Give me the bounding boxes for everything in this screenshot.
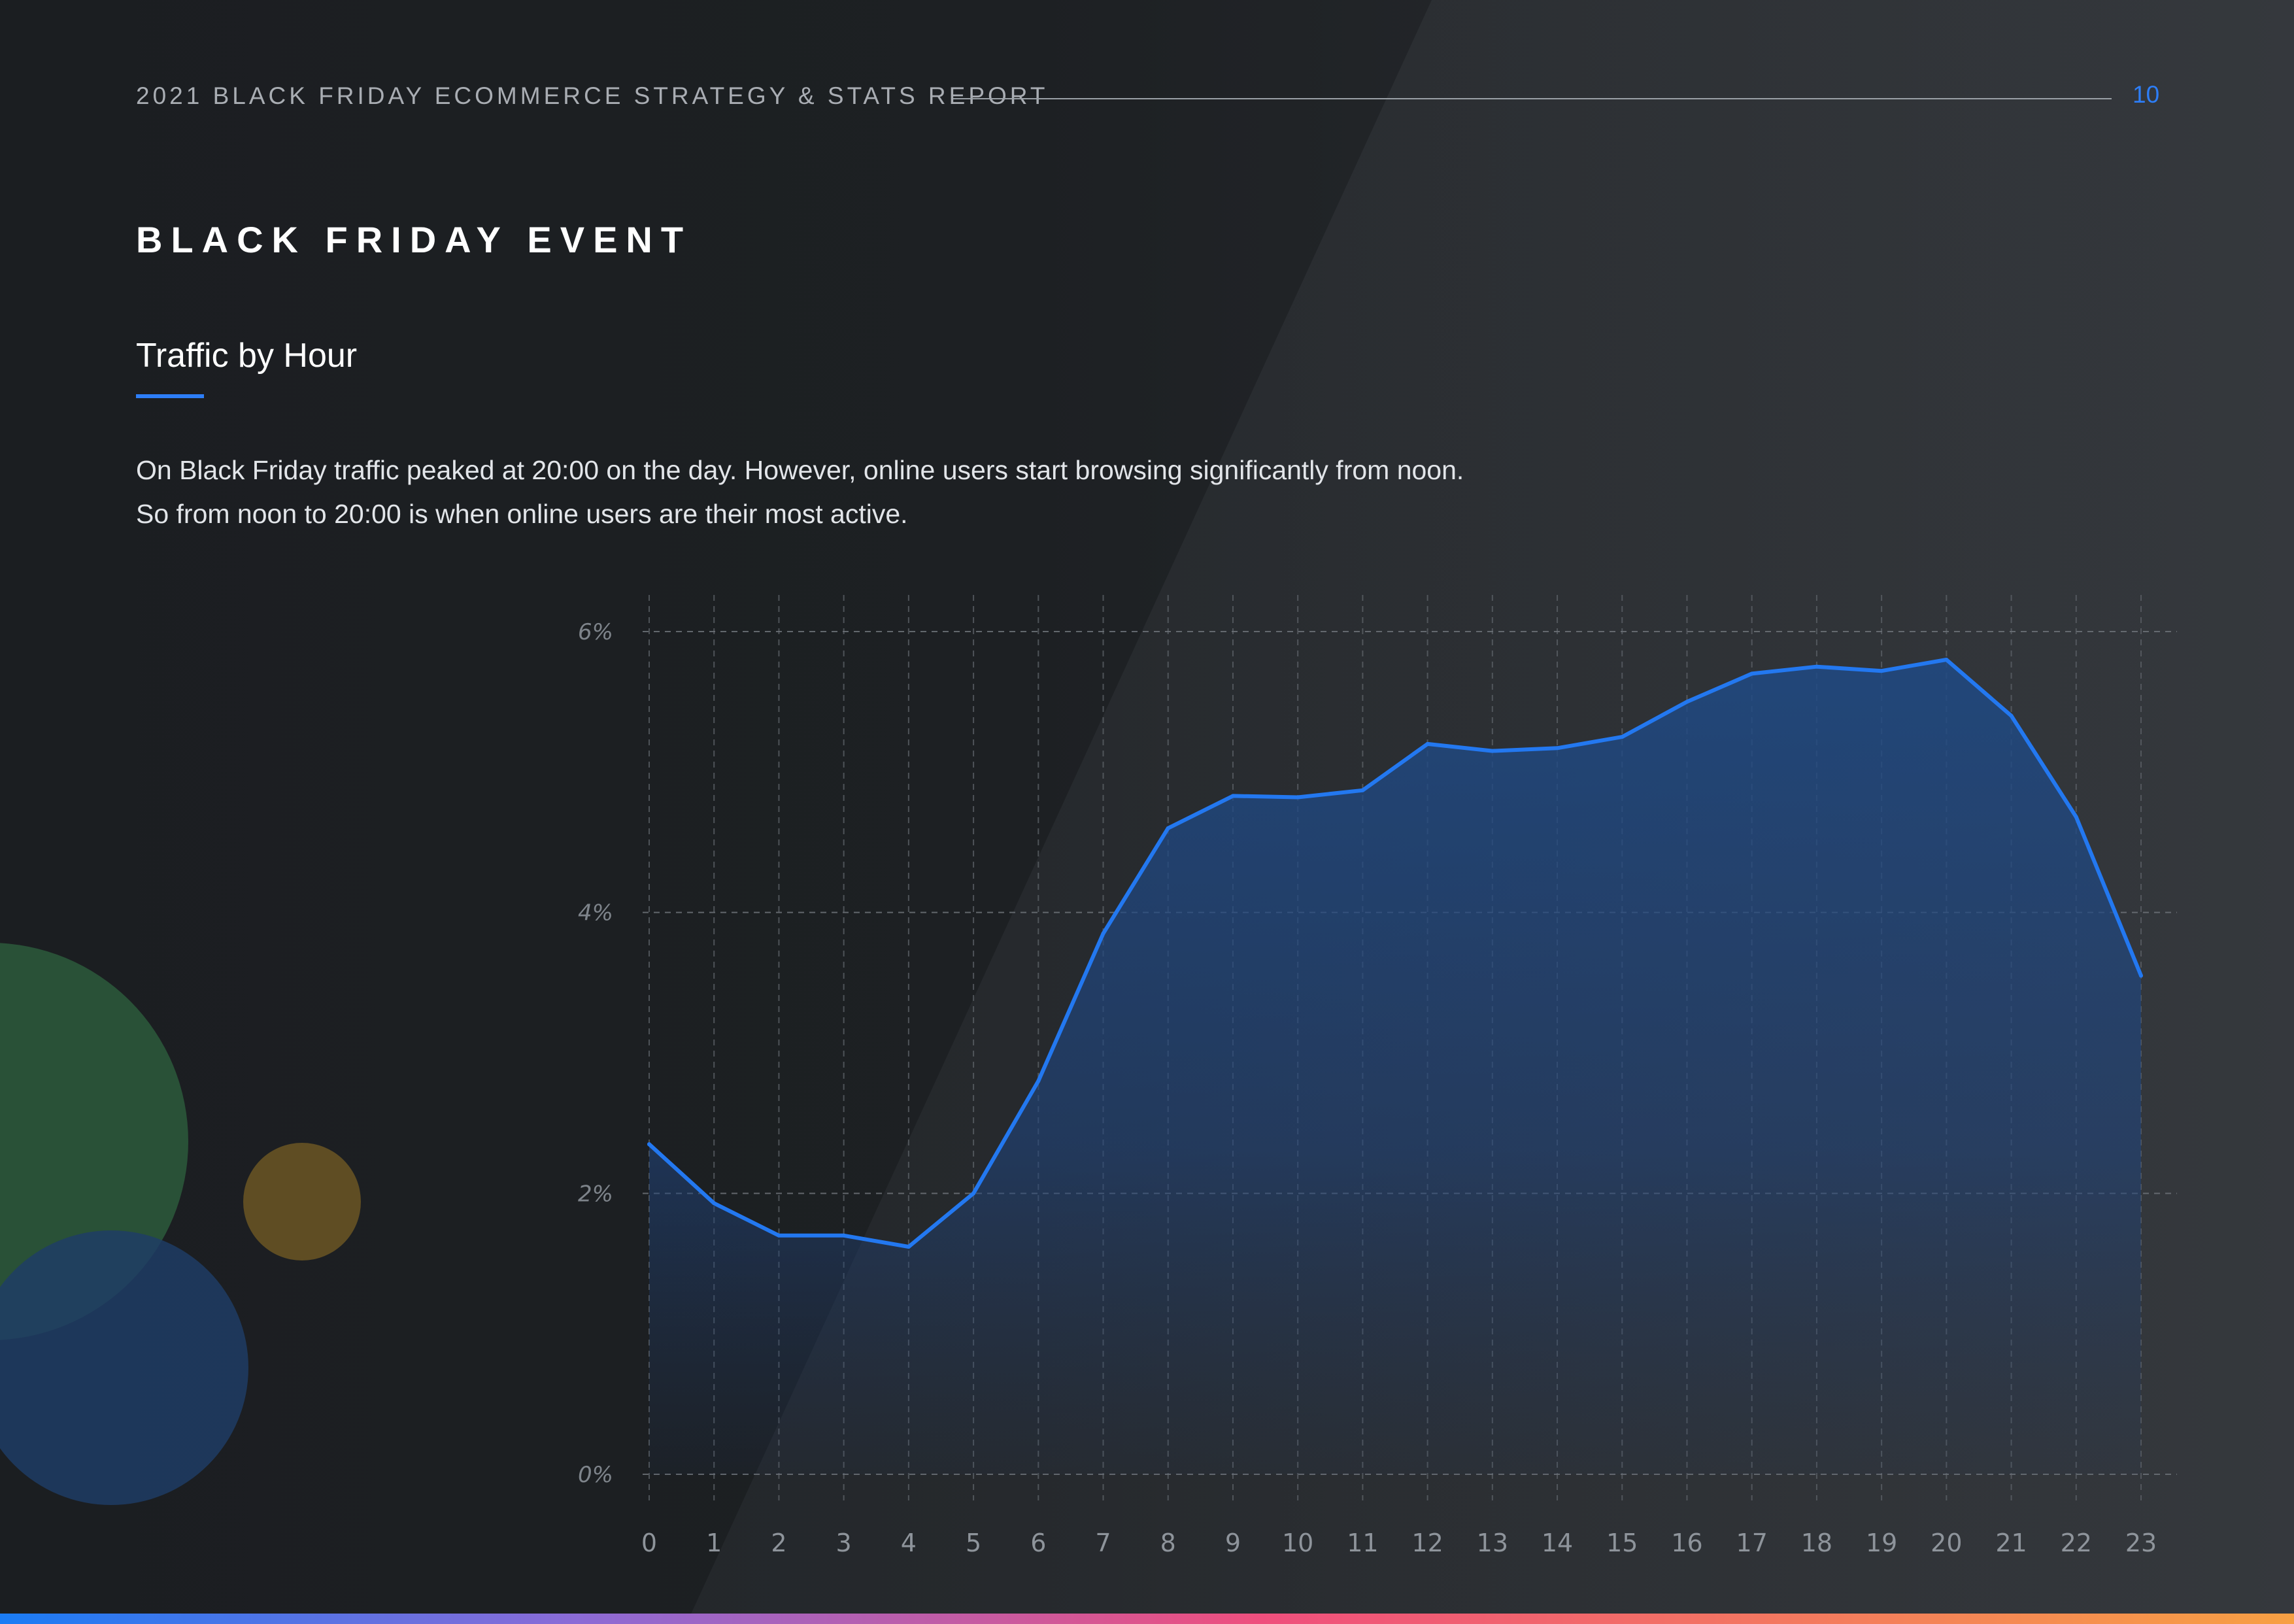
data-point [1620, 735, 1625, 739]
x-tick-label: 20 [1931, 1529, 1962, 1557]
data-point [1360, 788, 1365, 792]
y-tick-label: 0% [578, 1462, 613, 1488]
description-line: On Black Friday traffic peaked at 20:00 … [136, 455, 1464, 485]
data-point [1166, 826, 1170, 830]
data-point [2139, 973, 2143, 978]
x-tick-label: 12 [1411, 1529, 1443, 1557]
y-axis-ticks: 0% 2% 4% 6% [578, 619, 613, 1488]
decorative-blue-circle [0, 1230, 248, 1505]
data-point [1101, 931, 1105, 936]
y-tick-label: 4% [578, 900, 613, 926]
header-divider [953, 98, 2112, 99]
page-number: 10 [2133, 81, 2160, 108]
decorative-gold-circle [243, 1143, 361, 1260]
x-tick-label: 16 [1671, 1529, 1702, 1557]
x-tick-label: 5 [966, 1529, 981, 1557]
data-point [2009, 713, 2014, 718]
x-tick-label: 3 [836, 1529, 852, 1557]
section-title: BLACK FRIDAY EVENT [136, 219, 692, 260]
data-point [1230, 794, 1235, 798]
y-tick-label: 6% [578, 619, 613, 645]
x-tick-label: 7 [1095, 1529, 1111, 1557]
x-tick-label: 9 [1225, 1529, 1241, 1557]
x-tick-label: 23 [2125, 1529, 2157, 1557]
x-tick-label: 6 [1030, 1529, 1046, 1557]
data-point [906, 1244, 911, 1249]
data-point [2074, 815, 2078, 819]
data-point [971, 1191, 976, 1196]
data-point [1490, 749, 1494, 753]
bottom-gradient-bar [0, 1614, 2294, 1624]
heading-underline [136, 394, 204, 398]
x-tick-label: 15 [1606, 1529, 1638, 1557]
data-point [1296, 795, 1300, 800]
data-point [1036, 1079, 1041, 1083]
traffic-line [647, 658, 2143, 1249]
x-tick-label: 18 [1801, 1529, 1832, 1557]
x-tick-label: 0 [641, 1529, 657, 1557]
x-tick-label: 8 [1160, 1529, 1176, 1557]
data-point [777, 1233, 781, 1238]
chart-description: On Black Friday traffic peaked at 20:00 … [136, 448, 1464, 536]
traffic-area-fill [649, 660, 2141, 1474]
x-tick-label: 22 [2061, 1529, 2092, 1557]
description-line: So from noon to 20:00 is when online use… [136, 499, 908, 529]
data-point [841, 1233, 846, 1238]
x-tick-label: 17 [1736, 1529, 1768, 1557]
data-point [1749, 671, 1754, 676]
x-tick-label: 21 [1995, 1529, 2027, 1557]
data-point [1425, 741, 1430, 746]
x-tick-label: 1 [706, 1529, 722, 1557]
chart-points [647, 657, 2143, 1249]
x-axis-ticks: 0 1 2 3 4 5 6 7 8 9 10 11 12 13 14 15 16 17 18 19 20 21 22 23 [641, 1529, 2157, 1557]
chart-heading: Traffic by Hour [136, 337, 358, 375]
y-tick-label: 2% [578, 1181, 613, 1207]
data-point [1555, 746, 1560, 751]
x-tick-label: 19 [1866, 1529, 1897, 1557]
data-point [712, 1201, 717, 1206]
data-point [1880, 669, 1884, 673]
x-tick-label: 13 [1477, 1529, 1508, 1557]
data-point [1814, 664, 1819, 669]
x-tick-label: 2 [771, 1529, 786, 1557]
x-tick-label: 4 [901, 1529, 917, 1557]
data-point [647, 1142, 651, 1147]
data-point [1944, 657, 1949, 662]
report-title: 2021 BLACK FRIDAY ECOMMERCE STRATEGY & S… [136, 82, 1049, 109]
x-tick-label: 11 [1347, 1529, 1378, 1557]
data-point [1685, 700, 1689, 704]
x-tick-label: 14 [1542, 1529, 1573, 1557]
x-tick-label: 10 [1282, 1529, 1313, 1557]
